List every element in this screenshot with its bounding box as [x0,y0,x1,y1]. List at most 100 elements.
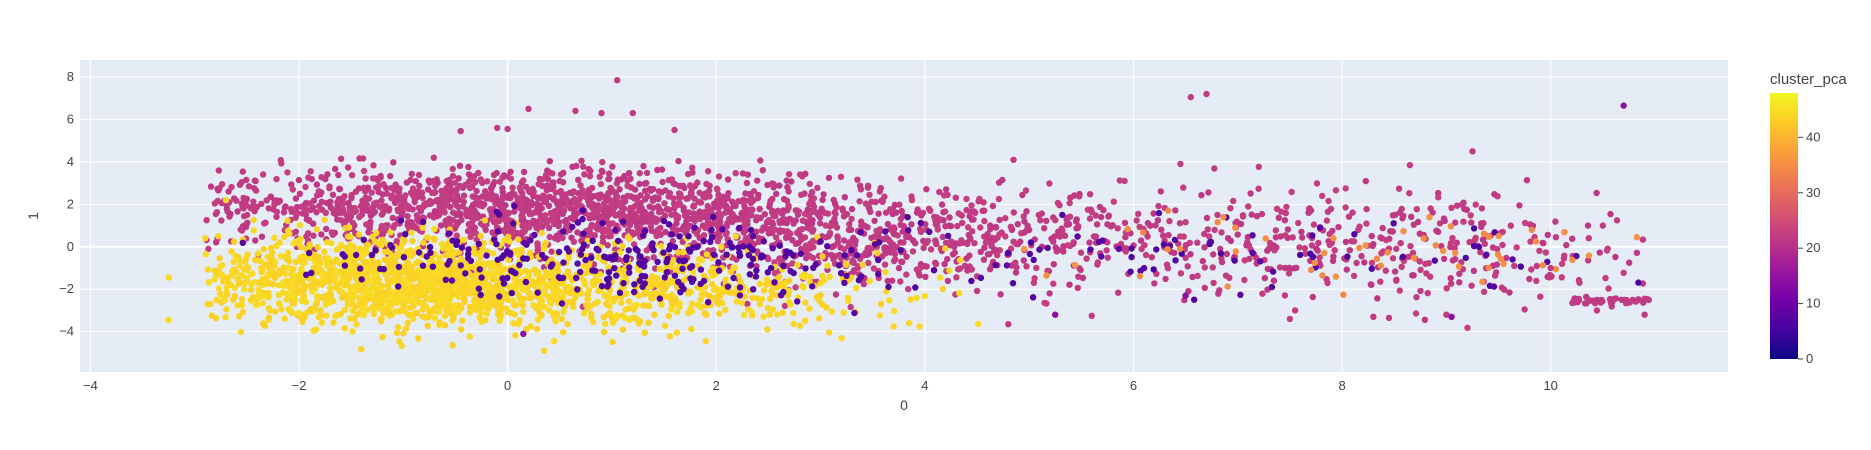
data-point [1133,217,1140,224]
data-point [1478,220,1485,227]
data-point [284,217,291,224]
data-point [426,179,433,186]
data-point [1123,245,1130,252]
data-point [1370,241,1377,248]
data-point [254,250,262,257]
data-point [281,315,288,322]
data-point [1214,211,1221,219]
data-point [202,235,209,242]
data-point [1443,311,1450,318]
data-point [724,195,731,202]
data-point [729,243,736,251]
data-point [267,255,274,262]
data-point [375,259,382,266]
data-point [1281,217,1289,224]
data-point [328,240,335,247]
data-point [345,275,352,283]
data-point [453,308,461,315]
data-point [1272,234,1280,241]
data-point [477,291,484,299]
data-point [451,225,459,232]
data-point [450,209,457,216]
data-point [875,256,882,264]
data-point [1036,246,1043,253]
data-point [575,190,582,197]
data-point [527,237,534,244]
data-point [1544,258,1551,265]
data-point [752,273,760,280]
data-point [940,192,948,199]
data-point [461,296,468,303]
data-point [790,320,797,328]
data-point [1035,211,1043,219]
data-point [596,173,603,180]
data-point [819,196,826,203]
data-point [1100,206,1107,214]
data-point [1521,219,1529,227]
data-point [447,179,454,187]
data-point [1560,255,1568,262]
data-point [420,239,427,246]
data-point [900,223,907,230]
data-point [558,300,566,307]
data-point [981,217,988,225]
data-point [687,275,694,282]
data-point [629,109,636,117]
data-point [499,275,506,282]
data-point [1164,265,1172,272]
data-point [1432,242,1439,249]
data-point [476,266,483,273]
data-point [858,218,865,225]
data-point [564,202,571,209]
data-point [656,265,663,273]
data-point [816,315,823,322]
data-point [539,192,547,199]
data-point [415,335,422,342]
data-point [455,175,462,182]
data-point [437,206,445,214]
data-point [247,286,255,294]
data-point [1087,206,1095,213]
data-point [628,208,635,215]
data-point [397,217,405,224]
data-point [1284,226,1292,233]
data-point [481,217,489,224]
data-point [724,176,732,183]
data-point [455,209,462,217]
data-point [242,254,250,262]
data-point [480,239,487,247]
data-point [349,328,356,335]
data-point [1417,266,1424,274]
data-point [810,264,817,271]
data-point [211,267,218,275]
data-point [865,259,872,267]
data-point [435,196,442,203]
data-point [890,323,897,330]
data-point [1528,226,1536,234]
data-point [1355,226,1362,234]
data-point [689,300,696,307]
data-point [1500,260,1507,267]
data-point [1056,233,1064,240]
data-point [1024,222,1031,229]
data-point [659,178,666,186]
data-point [842,260,850,268]
data-point [835,262,843,269]
data-point [973,287,981,295]
data-point [1585,235,1593,242]
data-point [1429,209,1436,216]
data-point [711,202,719,210]
data-point [1326,230,1333,238]
data-point [656,295,663,302]
data-point [732,233,740,240]
data-point [859,261,866,268]
data-point [294,278,301,285]
data-point [303,216,310,223]
data-point [952,194,959,201]
data-point [599,168,606,175]
data-point [321,248,328,255]
data-point [719,226,726,233]
data-point [876,226,884,233]
data-point [1390,220,1397,227]
data-point [401,284,409,291]
